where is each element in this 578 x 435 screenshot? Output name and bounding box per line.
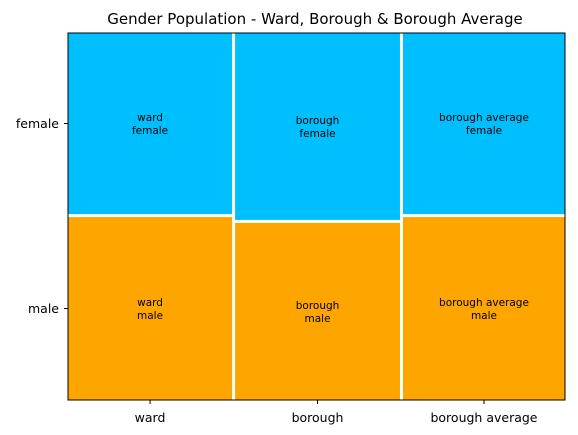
x-axis: ward borough borough average	[135, 400, 538, 425]
y-tick-label-female: female	[16, 116, 59, 131]
x-tick-label-borough-average: borough average	[430, 410, 537, 425]
tile-label-borough-male: borough male	[296, 300, 340, 325]
tile-ward-male	[68, 217, 233, 400]
tile-borough-average-male	[402, 217, 565, 400]
tile-ward-female	[68, 33, 233, 215]
tile-label-ward-male: ward male	[137, 297, 163, 322]
x-tick-label-ward: ward	[135, 410, 166, 425]
tile-label-ward-female: ward female	[132, 112, 168, 137]
tile-label-borough-average-male: borough average male	[439, 297, 529, 322]
chart-title: Gender Population - Ward, Borough & Boro…	[107, 10, 522, 28]
tile-label-borough-female: borough female	[296, 115, 340, 140]
tile-borough-male	[235, 222, 400, 400]
tile-label-borough-average-female: borough average female	[439, 112, 529, 137]
tile-borough-average-female	[402, 33, 565, 215]
y-axis: female male	[16, 116, 68, 316]
plot-frame	[67, 32, 566, 401]
tile-borough-female	[235, 33, 400, 220]
x-tick-label-borough: borough	[292, 410, 344, 425]
y-tick-label-male: male	[28, 301, 59, 316]
tiles-layer: ward female ward male borough female borough ma…	[68, 33, 565, 400]
